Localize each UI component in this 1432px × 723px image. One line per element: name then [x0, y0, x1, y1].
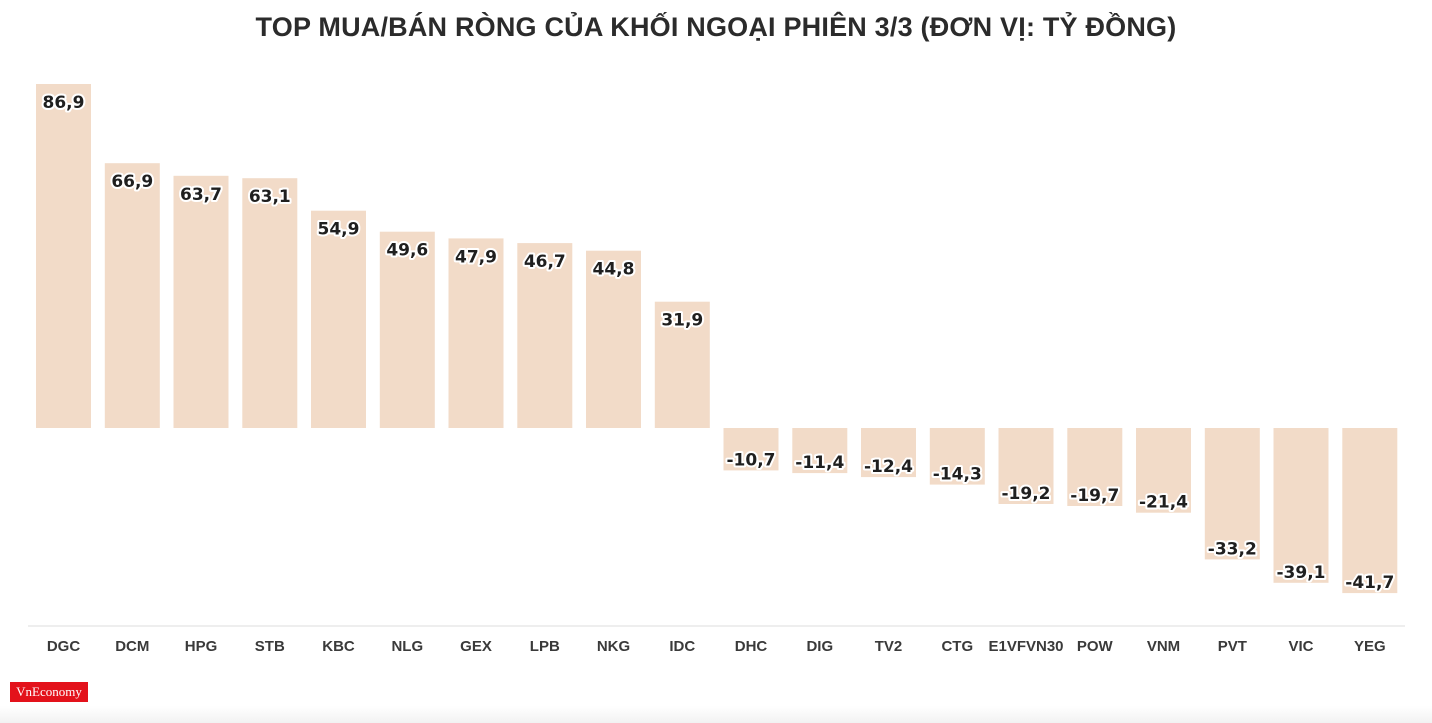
- value-label-dcm: 66,9: [111, 172, 153, 192]
- x-tick-label-vnm: VNM: [1147, 638, 1180, 655]
- x-tick-label-dgc: DGC: [47, 638, 81, 655]
- bars-layer: [36, 84, 1398, 594]
- value-label-stb: 63,1: [249, 187, 291, 207]
- value-label-dig: -11,4: [795, 453, 844, 473]
- value-label-pow: -19,7: [1070, 486, 1119, 506]
- bar-gex: [448, 238, 504, 428]
- x-tick-label-nkg: NKG: [597, 638, 630, 655]
- bar-dcm: [104, 163, 160, 428]
- value-label-kbc: 54,9: [318, 220, 360, 240]
- value-label-nkg: 44,8: [593, 260, 635, 280]
- bar-stb: [242, 178, 298, 428]
- bar-ctg: [929, 428, 985, 485]
- value-label-lpb: 46,7: [524, 252, 566, 272]
- value-label-yeg: -41,7: [1345, 573, 1394, 593]
- chart-title: TOP MUA/BÁN RÒNG CỦA KHỐI NGOẠI PHIÊN 3/…: [255, 12, 1177, 42]
- value-label-tv2: -12,4: [864, 457, 913, 477]
- bar-vic: [1273, 428, 1329, 583]
- x-tick-label-stb: STB: [255, 638, 285, 655]
- bar-pvt: [1204, 428, 1260, 560]
- bar-dgc: [36, 84, 91, 428]
- bar-vnm: [1136, 428, 1191, 513]
- x-tick-label-kbc: KBC: [322, 638, 355, 655]
- bar-dhc: [723, 428, 779, 471]
- bar-lpb: [517, 243, 573, 428]
- value-label-vic: -39,1: [1277, 563, 1326, 583]
- x-tick-label-hpg: HPG: [185, 638, 218, 655]
- x-tick-label-ctg: CTG: [941, 638, 973, 655]
- value-label-nlg: 49,6: [386, 241, 428, 261]
- x-tick-label-tv2: TV2: [875, 638, 903, 655]
- x-tick-label-e1vfvn30: E1VFVN30: [988, 638, 1063, 655]
- bar-hpg: [173, 175, 229, 428]
- bar-yeg: [1342, 428, 1398, 594]
- x-tick-label-dig: DIG: [806, 638, 833, 655]
- value-label-gex: 47,9: [455, 247, 497, 267]
- x-tick-label-pow: POW: [1077, 638, 1114, 655]
- value-label-ctg: -14,3: [933, 465, 982, 485]
- bar-nlg: [379, 231, 435, 428]
- bar-e1vfvn30: [998, 428, 1054, 504]
- x-tick-labels-layer: DGC DCM HPG STB KBC NLG GEX LPB NKG IDC DHC DIG TV2 C…: [47, 638, 1386, 655]
- x-tick-label-dcm: DCM: [115, 638, 149, 655]
- footer-shade: [0, 706, 1432, 723]
- x-tick-label-vic: VIC: [1288, 638, 1313, 655]
- value-label-idc: 31,9: [661, 311, 703, 331]
- value-labels-layer: 86,9 66,9 63,7 63,1 54,9 49,6 47,9 46,7 44,8 31,9…: [41, 91, 1397, 595]
- bar-idc: [654, 301, 710, 428]
- value-label-vnm: -21,4: [1139, 493, 1188, 513]
- value-label-dgc: 86,9: [43, 93, 85, 113]
- bar-nkg: [586, 250, 641, 428]
- x-tick-label-nlg: NLG: [391, 638, 423, 655]
- x-tick-label-dhc: DHC: [735, 638, 768, 655]
- x-tick-label-pvt: PVT: [1218, 638, 1247, 655]
- value-label-hpg: 63,7: [180, 185, 222, 205]
- vneconomy-logo: VnEconomy: [10, 682, 88, 702]
- x-tick-label-gex: GEX: [460, 638, 492, 655]
- value-label-dhc: -10,7: [727, 450, 776, 470]
- value-label-e1vfvn30: -19,2: [1002, 484, 1051, 504]
- bar-dig: [792, 428, 848, 474]
- value-label-pvt: -33,2: [1208, 539, 1257, 559]
- x-tick-label-idc: IDC: [669, 638, 695, 655]
- x-tick-label-lpb: LPB: [530, 638, 560, 655]
- bar-kbc: [311, 210, 366, 428]
- bar-pow: [1067, 428, 1123, 506]
- bar-tv2: [861, 428, 916, 478]
- x-tick-label-yeg: YEG: [1354, 638, 1386, 655]
